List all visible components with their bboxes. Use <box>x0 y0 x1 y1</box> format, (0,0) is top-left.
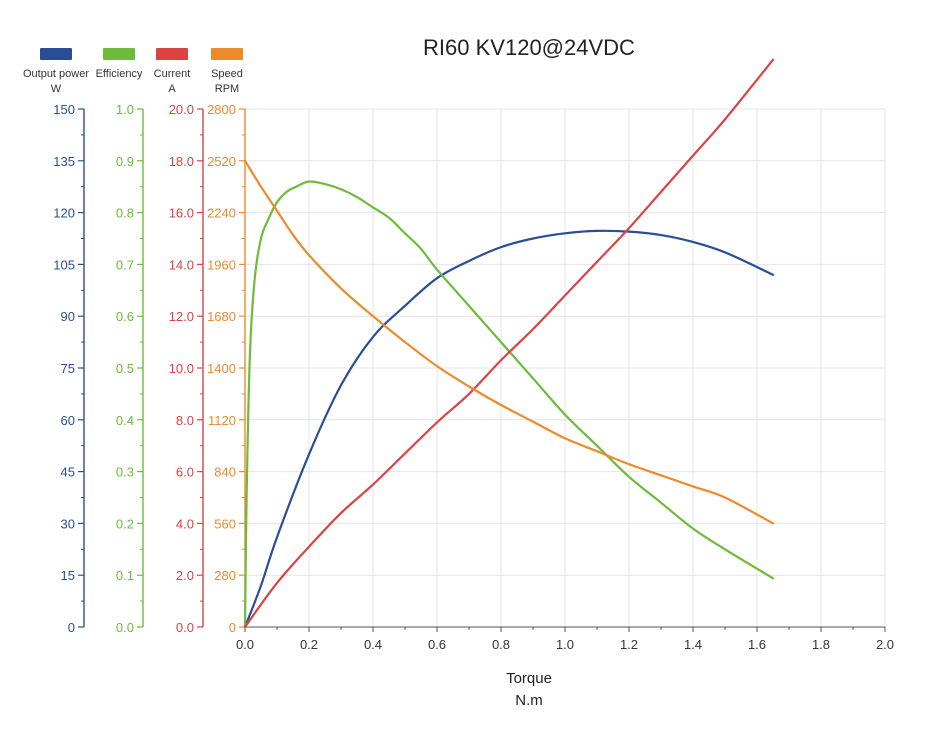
legend-label-current: Current <box>154 68 191 80</box>
series-line-speed <box>243 159 775 525</box>
y-tick-label: 14.0 <box>169 257 194 272</box>
legend-unit-power: W <box>51 83 62 95</box>
y-tick-label: 18.0 <box>169 154 194 169</box>
y-tick-label: 2.0 <box>176 568 194 583</box>
legend-label-efficiency: Efficiency <box>96 68 143 80</box>
y-tick-label: 0.0 <box>176 620 194 635</box>
y-tick-label: 0.2 <box>116 516 134 531</box>
y-tick-label: 90 <box>61 309 75 324</box>
y-tick-label: 0.8 <box>116 206 134 221</box>
y-tick-label: 120 <box>53 206 75 221</box>
y-tick-label: 560 <box>214 516 236 531</box>
y-tick-label: 150 <box>53 102 75 117</box>
series-line-current <box>243 58 775 629</box>
y-tick-label: 0.0 <box>116 620 134 635</box>
x-tick-label: 0.0 <box>236 637 254 652</box>
y-tick-label: 16.0 <box>169 206 194 221</box>
x-tick-label: 1.0 <box>556 637 574 652</box>
y-tick-label: 1400 <box>207 361 236 376</box>
y-tick-label: 4.0 <box>176 516 194 531</box>
y-tick-label: 1120 <box>208 413 236 428</box>
series-line-efficiency <box>243 180 775 629</box>
y-axis-efficiency: 0.0 0.1 0.2 0.3 0.4 0.5 0.6 0.7 0.8 0.9 1.0 <box>116 102 144 635</box>
y-tick-label: 105 <box>53 257 75 272</box>
y-tick-label: 0.3 <box>116 465 134 480</box>
x-tick-label: 0.4 <box>364 637 382 652</box>
legend-swatch-efficiency <box>103 48 135 60</box>
y-tick-label: 0.6 <box>116 309 134 324</box>
x-tick-label: 1.4 <box>684 637 702 652</box>
y-tick-label: 20.0 <box>169 102 194 117</box>
grid <box>244 108 886 628</box>
series-line-power <box>243 229 775 629</box>
y-tick-label: 0.9 <box>116 154 134 169</box>
y-tick-label: 6.0 <box>176 465 194 480</box>
legend-label-speed: Speed <box>211 68 243 80</box>
chart-title: RI60 KV120@24VDC <box>423 35 635 60</box>
series-lines <box>243 58 775 629</box>
legend-swatch-current <box>156 48 188 60</box>
x-axis: 0.0 0.2 0.4 0.6 0.8 1.0 1.2 1.4 1.6 1.8 2.0 <box>236 626 894 652</box>
y-tick-label: 0 <box>229 620 236 635</box>
x-axis-label: Torque <box>506 670 552 687</box>
legend-swatch-power <box>40 48 72 60</box>
x-tick-label: 2.0 <box>876 637 894 652</box>
y-tick-label: 10.0 <box>169 361 194 376</box>
y-tick-label: 2520 <box>207 154 236 169</box>
x-tick-label: 1.2 <box>620 637 638 652</box>
y-tick-label: 280 <box>214 568 236 583</box>
y-tick-label: 0.4 <box>116 413 134 428</box>
legend-swatch-speed <box>211 48 243 60</box>
y-axis-power: 0 15 30 45 60 75 90 105 120 135 150 <box>53 102 85 635</box>
y-tick-label: 75 <box>61 361 75 376</box>
y-tick-label: 15 <box>61 568 75 583</box>
legend: Output power W Efficiency Current A Speed RPM <box>23 48 243 95</box>
y-axes: 0 15 30 45 60 75 90 105 120 135 150 0.0 0.1 0.2 0.3 0.4… <box>53 102 246 635</box>
legend-unit-speed: RPM <box>215 83 239 95</box>
y-tick-label: 1960 <box>207 257 236 272</box>
y-tick-label: 840 <box>214 465 236 480</box>
x-tick-label: 0.6 <box>428 637 446 652</box>
y-tick-label: 0.1 <box>116 568 134 583</box>
y-tick-label: 135 <box>53 154 75 169</box>
y-axis-current: 0.0 2.0 4.0 6.0 8.0 10.0 12.0 14.0 16.0 18.0 20.0 <box>169 102 204 635</box>
y-tick-label: 12.0 <box>169 309 194 324</box>
y-tick-label: 1680 <box>207 309 236 324</box>
y-tick-label: 0 <box>68 620 75 635</box>
y-tick-label: 30 <box>61 516 75 531</box>
x-tick-label: 0.2 <box>300 637 318 652</box>
legend-unit-current: A <box>168 83 176 95</box>
y-tick-label: 8.0 <box>176 413 194 428</box>
y-tick-label: 60 <box>61 413 75 428</box>
y-tick-label: 45 <box>61 465 75 480</box>
legend-label-power: Output power <box>23 68 89 80</box>
y-tick-label: 2240 <box>207 206 236 221</box>
y-tick-label: 1.0 <box>116 102 134 117</box>
y-tick-label: 0.5 <box>116 361 134 376</box>
x-tick-label: 1.6 <box>748 637 766 652</box>
x-tick-label: 0.8 <box>492 637 510 652</box>
x-tick-label: 1.8 <box>812 637 830 652</box>
y-axis-speed: 0 280 560 840 1120 1400 1680 1960 2240 2520 2800 <box>207 102 246 635</box>
y-tick-label: 0.7 <box>116 257 134 272</box>
x-axis-unit: N.m <box>515 692 543 709</box>
y-tick-label: 2800 <box>207 102 236 117</box>
